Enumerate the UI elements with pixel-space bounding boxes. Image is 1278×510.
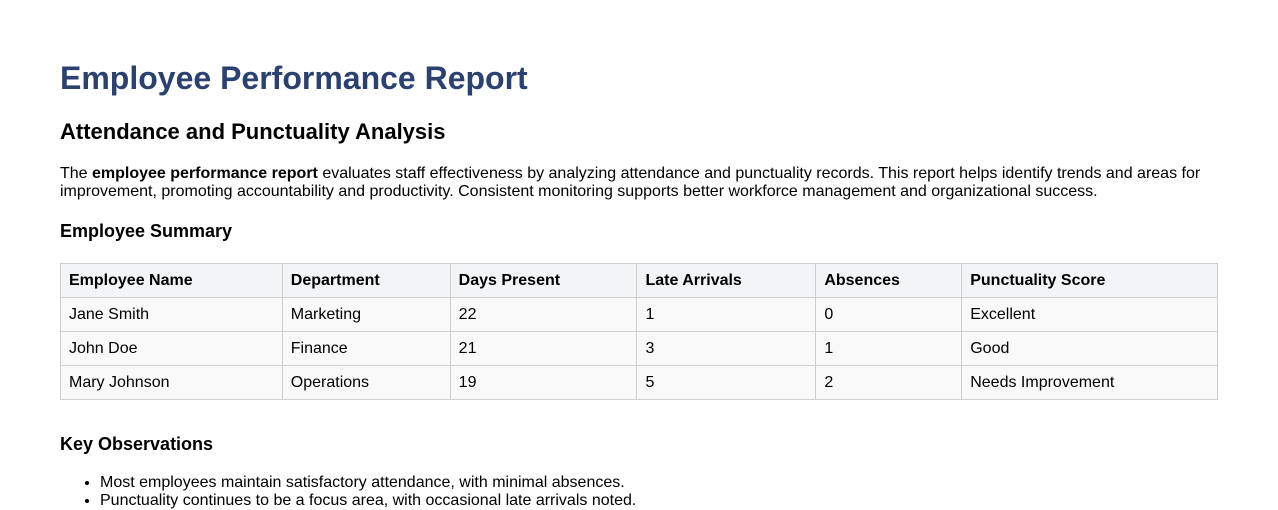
table-cell: 0 [815, 297, 963, 332]
section-heading: Employee Summary [60, 221, 233, 241]
table-cell: 2 [815, 365, 963, 400]
table-row: Mary Johnson Operations 19 5 2 Needs Improvem… [60, 365, 1218, 400]
header-row: Employee Name Department Days Present Late … [60, 263, 1218, 298]
report-title: Employee Performance Report [60, 60, 528, 96]
table-cell: Excellent [961, 297, 1218, 332]
column-header: Days Present [449, 263, 638, 298]
table-row: John Doe Finance 21 3 1 Good [60, 331, 1218, 366]
column-header: Absences [815, 263, 963, 298]
observation-list: Most employees maintain satisfactory att… [60, 474, 636, 510]
column-header: Late Arrivals [636, 263, 817, 298]
table-cell: 1 [815, 331, 963, 366]
table-cell: Good [961, 331, 1218, 366]
intro-text: The [60, 165, 93, 182]
table-cell: 19 [449, 365, 638, 400]
column-header: Department [281, 263, 451, 298]
table-cell: Marketing [281, 297, 451, 332]
intro-text: evaluates staff effectiveness by analyzi… [60, 165, 1201, 200]
table-cell: Mary Johnson [60, 365, 283, 400]
table-cell: 3 [636, 331, 817, 366]
observation-item: Punctuality continues to be a focus area… [100, 492, 636, 510]
column-header: Punctuality Score [961, 263, 1218, 298]
table-cell: Finance [281, 331, 451, 366]
table-cell: 21 [449, 331, 638, 366]
column-header: Employee Name [60, 263, 283, 298]
table-cell: Needs Improvement [961, 365, 1218, 400]
table-cell: 1 [636, 297, 817, 332]
table-cell: 22 [449, 297, 638, 332]
table-cell: Jane Smith [60, 297, 283, 332]
table-cell: Operations [281, 365, 451, 400]
intro-paragraph: The employee performance report evaluate… [60, 165, 1220, 201]
intro-bold: employee performance report [92, 165, 318, 182]
observation-item: Most employees maintain satisfactory att… [100, 474, 636, 492]
table-row: Jane Smith Marketing 22 1 0 Excellent [60, 297, 1218, 332]
summary-table: Employee Name Department Days Present Late … [60, 263, 1218, 400]
section-heading: Key Observations [60, 434, 214, 454]
table-cell: John Doe [60, 331, 283, 366]
report-subtitle: Attendance and Punctuality Analysis [60, 119, 446, 144]
table-cell: 5 [636, 365, 817, 400]
